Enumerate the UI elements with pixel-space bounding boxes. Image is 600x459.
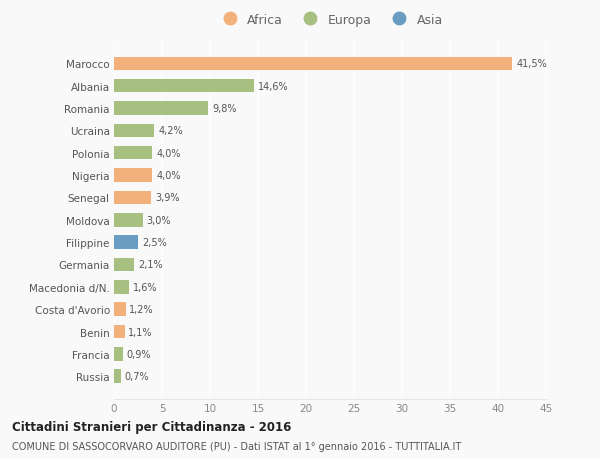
Text: Cittadini Stranieri per Cittadinanza - 2016: Cittadini Stranieri per Cittadinanza - 2… — [12, 420, 292, 433]
Bar — [114, 325, 125, 338]
Text: 14,6%: 14,6% — [258, 82, 289, 91]
Bar — [114, 347, 122, 361]
Text: 1,6%: 1,6% — [133, 282, 158, 292]
Text: 41,5%: 41,5% — [516, 59, 547, 69]
Text: COMUNE DI SASSOCORVARO AUDITORE (PU) - Dati ISTAT al 1° gennaio 2016 - TUTTITALI: COMUNE DI SASSOCORVARO AUDITORE (PU) - D… — [12, 441, 461, 451]
Bar — [114, 280, 130, 294]
Text: 2,5%: 2,5% — [142, 238, 167, 247]
Bar — [114, 124, 154, 138]
Text: 2,1%: 2,1% — [138, 260, 163, 270]
Bar — [114, 303, 125, 316]
Text: 1,1%: 1,1% — [128, 327, 153, 337]
Bar — [114, 191, 151, 205]
Bar — [114, 57, 512, 71]
Text: 4,0%: 4,0% — [156, 148, 181, 158]
Text: 1,2%: 1,2% — [130, 304, 154, 314]
Bar — [114, 147, 152, 160]
Text: 4,0%: 4,0% — [156, 171, 181, 181]
Bar — [114, 236, 138, 249]
Text: 4,2%: 4,2% — [158, 126, 183, 136]
Text: 0,9%: 0,9% — [127, 349, 151, 359]
Bar — [114, 369, 121, 383]
Legend: Africa, Europa, Asia: Africa, Europa, Asia — [212, 9, 448, 32]
Text: 3,0%: 3,0% — [146, 215, 171, 225]
Text: 9,8%: 9,8% — [212, 104, 236, 114]
Bar — [114, 169, 152, 182]
Bar — [114, 80, 254, 93]
Bar — [114, 102, 208, 116]
Text: 0,7%: 0,7% — [125, 371, 149, 381]
Bar — [114, 213, 143, 227]
Text: 3,9%: 3,9% — [155, 193, 180, 203]
Bar — [114, 258, 134, 272]
